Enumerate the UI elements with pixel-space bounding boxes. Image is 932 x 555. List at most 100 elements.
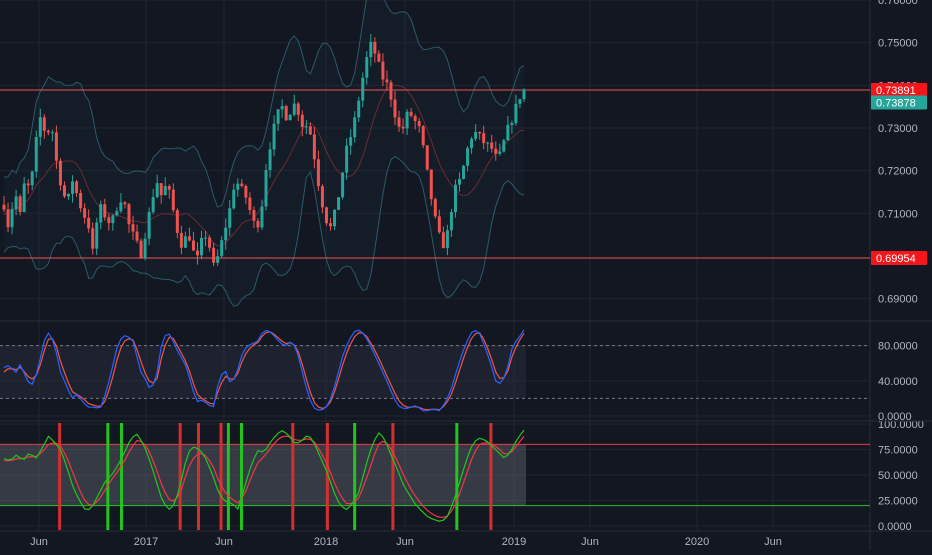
time-axis-label: 2018 <box>314 536 338 548</box>
candle-body <box>111 215 115 224</box>
candle-body <box>151 197 155 213</box>
candle-body <box>349 137 353 146</box>
candle-body <box>409 111 413 116</box>
candle-body <box>369 41 373 57</box>
candle-body <box>506 124 510 141</box>
bollinger-upper-line <box>3 0 525 208</box>
candle-body <box>175 210 179 234</box>
candle-body <box>470 138 474 149</box>
candle-body <box>329 223 333 227</box>
bollinger-mid-line <box>3 84 525 247</box>
price-tick-label: 0.76000 <box>878 0 918 7</box>
candle-body <box>46 130 50 133</box>
signal-bar <box>58 423 62 530</box>
signal-bar <box>489 423 493 530</box>
candle-body <box>353 117 357 138</box>
candle-body <box>18 196 22 212</box>
stoch-tick-label: 40.0000 <box>878 376 918 388</box>
candle-body <box>449 212 453 231</box>
candle-body <box>324 207 328 224</box>
candle-body <box>163 186 167 196</box>
rsi-band <box>0 444 526 506</box>
candle-body <box>490 142 494 149</box>
candle-body <box>510 123 514 125</box>
candle-body <box>397 117 401 127</box>
candle-body <box>187 236 191 241</box>
candle-body <box>91 228 95 249</box>
candle-body <box>123 202 127 205</box>
candle-body <box>304 126 308 128</box>
signal-bar <box>455 423 459 530</box>
candle-body <box>284 106 288 121</box>
signal-bar <box>353 423 357 530</box>
candle-body <box>482 133 486 144</box>
candle-body <box>393 99 397 118</box>
price-badge <box>871 82 927 97</box>
candle-body <box>147 212 151 239</box>
candle-body <box>204 237 208 239</box>
candle-body <box>195 250 199 256</box>
candle-body <box>159 183 163 196</box>
candle-body <box>236 183 240 190</box>
time-axis-label: 2017 <box>134 536 158 548</box>
signal-bar <box>197 423 200 530</box>
rsi-tick-label: 50.0000 <box>878 470 918 482</box>
signal-bar <box>239 423 243 530</box>
candle-body <box>167 186 171 190</box>
candle-body <box>143 238 147 259</box>
candle-body <box>308 126 312 135</box>
candle-body <box>22 183 26 212</box>
candle-body <box>296 103 300 115</box>
candle-body <box>224 227 228 241</box>
rsi-tick-label: 100.0000 <box>878 419 924 431</box>
candle-body <box>95 222 99 249</box>
candle-body <box>62 185 66 197</box>
candle-body <box>417 121 421 127</box>
candle-body <box>103 204 107 218</box>
candle-body <box>67 193 71 197</box>
time-axis-label: Jun <box>764 536 782 548</box>
signal-bar <box>106 423 110 530</box>
candle-body <box>71 181 75 194</box>
price-badge-label: 0.73891 <box>876 85 916 97</box>
candle-body <box>228 208 232 228</box>
candle-body <box>42 117 46 131</box>
price-tick-label: 0.69000 <box>878 294 918 306</box>
signal-bar <box>226 423 230 530</box>
price-badge <box>871 95 927 110</box>
candle-body <box>240 183 244 186</box>
candle-body <box>401 126 405 129</box>
candle-body <box>312 134 316 160</box>
candle-body <box>462 165 466 179</box>
candle-body <box>341 172 345 198</box>
candle-body <box>357 100 361 118</box>
candle-body <box>272 123 276 150</box>
candle-body <box>373 41 377 54</box>
candle-body <box>54 132 58 161</box>
candle-body <box>522 89 526 100</box>
candle-body <box>264 170 268 207</box>
candle-body <box>131 224 135 232</box>
candle-body <box>429 169 433 200</box>
candle-body <box>208 237 212 248</box>
candle-body <box>300 114 304 127</box>
candle-body <box>466 148 470 166</box>
candle-body <box>10 209 14 228</box>
price-tick-label: 0.73000 <box>878 123 918 135</box>
time-axis-label: Jun <box>30 536 48 548</box>
price-tick-label: 0.72000 <box>878 166 918 178</box>
signal-bar <box>325 423 329 530</box>
candle-body <box>413 115 417 122</box>
candle-body <box>119 202 123 212</box>
candle-body <box>220 240 224 257</box>
candle-body <box>75 181 79 193</box>
candle-body <box>191 240 195 251</box>
candle-body <box>405 111 409 129</box>
candle-body <box>337 197 341 210</box>
candle-body <box>361 77 365 101</box>
candle-body <box>345 145 349 173</box>
candle-body <box>139 240 143 259</box>
price-badge <box>871 250 927 265</box>
